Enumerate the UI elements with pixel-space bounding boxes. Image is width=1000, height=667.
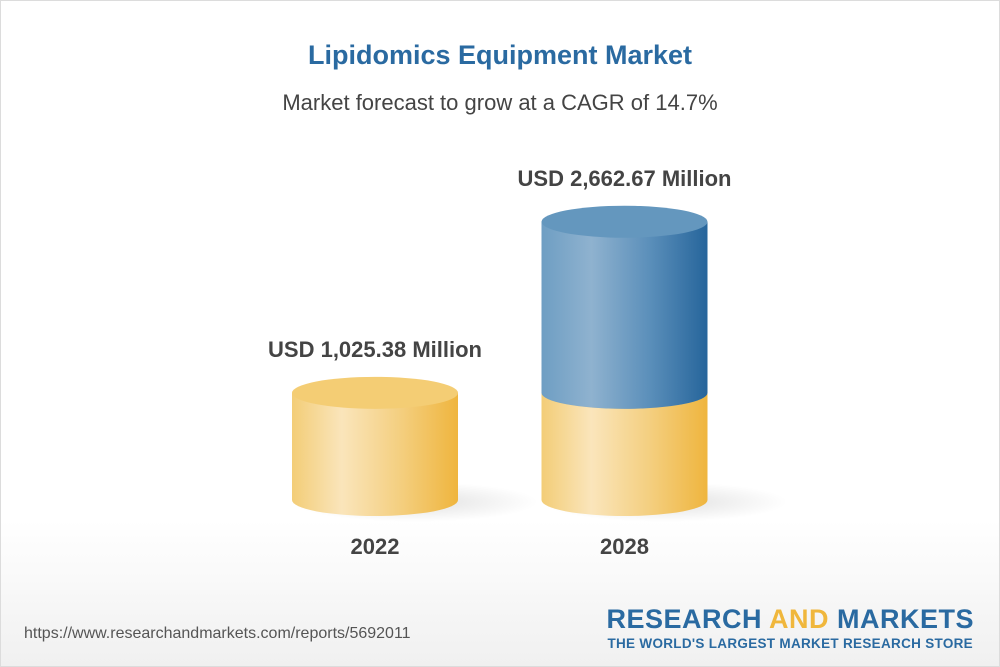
- bar-2028-growth-body: [541, 221, 708, 409]
- bar-2028-base-body: [541, 392, 708, 516]
- source-url[interactable]: https://www.researchandmarkets.com/repor…: [24, 625, 411, 642]
- cylinder-chart: USD 1,025.38 Million 2022 USD 2,662.67 Mil…: [268, 166, 788, 559]
- bar-2022-top: [292, 376, 458, 409]
- category-label: 2028: [600, 534, 649, 559]
- data-label: USD 2,662.67 Million: [518, 166, 732, 191]
- research-and-markets-logo: RESEARCH AND MARKETS THE WORLD'S LARGEST…: [606, 604, 974, 651]
- data-label: USD 1,025.38 Million: [268, 337, 482, 362]
- bar-2028-growth-top: [541, 205, 708, 238]
- bar-2022-body: [292, 392, 458, 516]
- category-label: 2022: [351, 534, 400, 559]
- chart-title: Lipidomics Equipment Market: [307, 40, 693, 70]
- chart-subtitle: Market forecast to grow at a CAGR of 14.…: [282, 90, 718, 115]
